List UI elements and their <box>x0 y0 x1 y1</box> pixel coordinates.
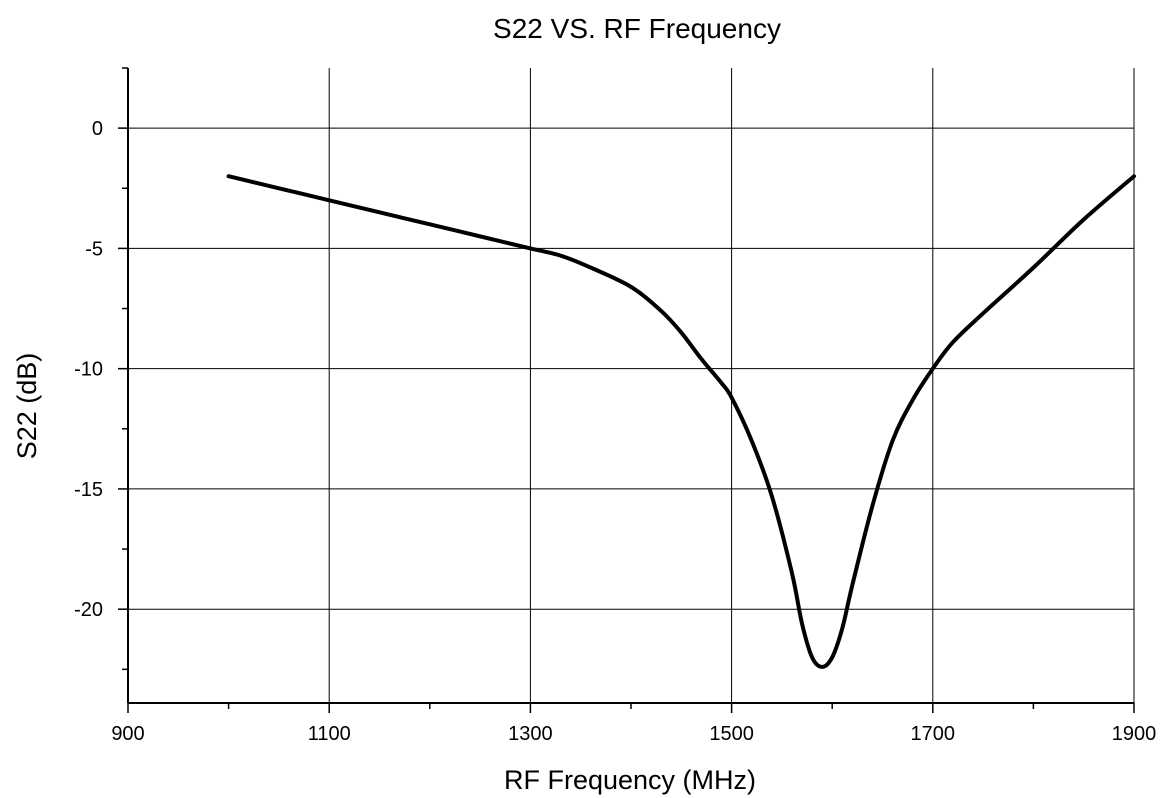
y-tick-label: 0 <box>92 118 103 140</box>
axes <box>127 68 1134 704</box>
x-tick-label: 900 <box>111 723 144 745</box>
x-tick-label: 1900 <box>1112 723 1157 745</box>
chart-title: S22 VS. RF Frequency <box>493 13 781 44</box>
y-tick-label: -5 <box>85 238 103 260</box>
x-tick-labels: 900 1100 1300 1500 1700 1900 <box>111 723 1156 745</box>
y-tick-label: -20 <box>74 599 103 621</box>
x-axis-label: RF Frequency (MHz) <box>504 765 756 795</box>
x-tick-label: 1700 <box>911 723 956 745</box>
y-tick-label: -10 <box>74 359 103 381</box>
x-tick-label: 1500 <box>709 723 754 745</box>
y-tick-labels: 0 -5 -10 -15 -20 <box>74 118 103 621</box>
grid-lines <box>128 68 1135 703</box>
x-tick-label: 1300 <box>508 723 553 745</box>
x-tick-label: 1100 <box>308 723 351 745</box>
series-layer <box>226 174 1136 669</box>
y-axis-label: S22 (dB) <box>12 353 42 460</box>
s22-series-line <box>226 174 1136 669</box>
y-tick-label: -15 <box>74 479 103 501</box>
tick-marks <box>118 67 1135 713</box>
